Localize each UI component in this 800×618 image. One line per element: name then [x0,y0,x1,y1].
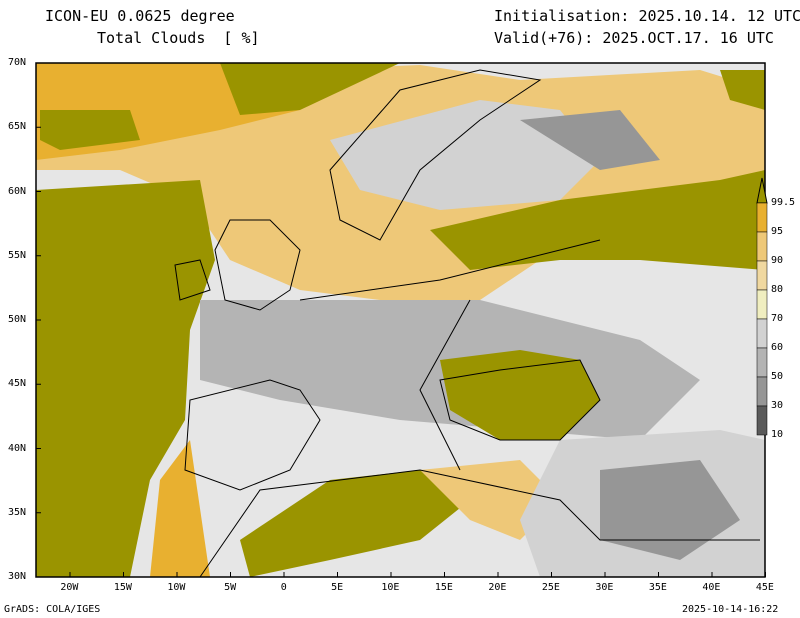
lat-label: 50N [8,314,27,325]
colorbar-segment [756,318,768,349]
colorbar-label: 50 [771,371,784,382]
lat-label: 70N [8,57,27,68]
lon-label: 35E [648,582,667,593]
colorbar-label: 60 [771,342,784,353]
lon-label: 30E [595,582,614,593]
lat-label: 55N [8,249,27,261]
lon-label: 5E [331,582,344,593]
lat-label: 60N [8,185,27,197]
lat-label: 30N [8,571,27,582]
colorbar-segment [756,289,768,320]
colorbar [756,177,768,436]
lon-label: 15E [434,582,453,593]
lon-label: 0 [280,582,287,593]
lon-label: 20W [60,582,79,593]
colorbar-label: 95 [771,226,784,237]
lat-label: 65N [8,121,27,133]
lat-label: 45N [8,378,27,390]
colorbar-segment [756,376,768,407]
lon-label: 25E [541,582,560,593]
lon-label: 20E [488,582,507,593]
model-title: ICON-EU 0.0625 degree [45,7,235,25]
colorbar-segment [756,202,768,233]
timestamp: 2025-10-14-16:22 [682,604,779,615]
colorbar-label: 80 [771,284,784,295]
colorbar-segment [756,347,768,378]
field-title: Total Clouds [ %] [97,29,260,47]
colorbar-segment [756,405,768,436]
cloud-fields [36,63,765,577]
lon-label: 5W [224,582,237,593]
lon-label: 10E [381,582,400,593]
colorbar-segment [756,231,768,262]
colorbar-label: 90 [771,255,784,266]
colorbar-label: 10 [771,429,784,440]
lon-label: 10W [167,582,186,593]
lon-label: 15W [113,582,132,593]
coastlines [174,69,760,578]
valid-time: Valid(+76): 2025.OCT.17. 16 UTC [494,29,774,47]
lon-label: 45E [755,582,774,593]
init-time: Initialisation: 2025.10.14. 12 UTC [494,7,800,25]
lat-label: 40N [8,442,27,454]
colorbar-label: 70 [771,313,784,324]
colorbar-label: 30 [771,400,784,411]
lon-label: 40E [702,582,721,593]
credit: GrADS: COLA/IGES [4,604,101,615]
colorbar-label: 99.5 [771,197,796,208]
colorbar-segment [756,260,768,291]
lat-label: 35N [8,506,27,518]
